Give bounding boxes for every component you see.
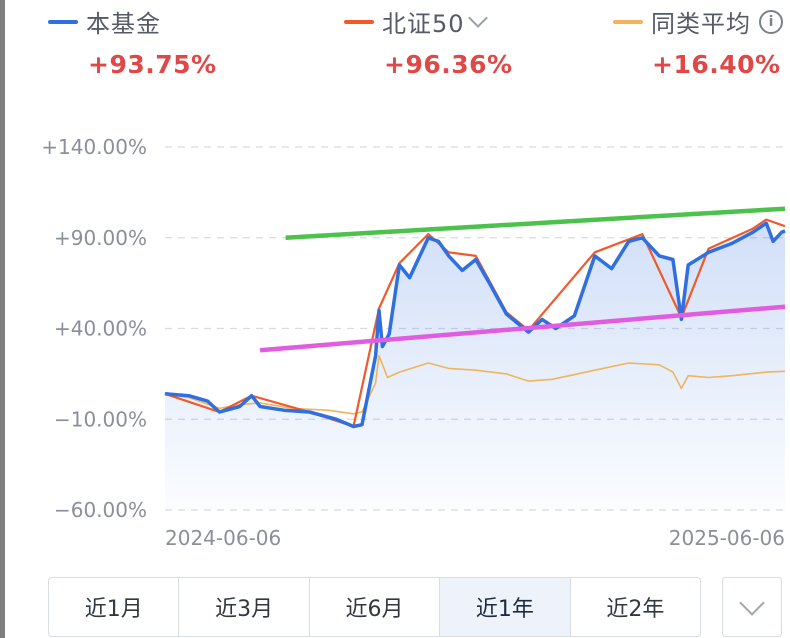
legend-swatch <box>613 19 643 24</box>
legend-name: 北证50 <box>382 10 465 38</box>
legend-swatch <box>344 19 374 24</box>
legend-name: 本基金 <box>86 10 161 38</box>
legend-value-2: +16.40% <box>652 50 781 79</box>
chevron-down-icon[interactable] <box>467 7 488 28</box>
y-tick-label: +40.00% <box>54 317 147 341</box>
legend-item-2: 同类平均 i <box>613 4 783 39</box>
left-edge-bar <box>0 0 5 638</box>
legend-swatch <box>48 19 78 24</box>
trend-line-0 <box>285 206 786 240</box>
y-tick-label: −10.00% <box>54 407 147 431</box>
trend-line-1 <box>259 304 786 353</box>
tab-period-2[interactable]: 近6月 <box>309 578 441 636</box>
tab-period-1[interactable]: 近3月 <box>179 578 310 636</box>
tab-period-4[interactable]: 近2年 <box>570 578 700 636</box>
performance-chart: +140.00% +90.00% +40.00% −10.00% −60.00% 202… <box>41 135 786 550</box>
y-tick-label: +90.00% <box>54 226 147 250</box>
legend-value-1: +96.36% <box>384 50 513 79</box>
series-line-2 <box>164 354 786 415</box>
info-icon[interactable]: i <box>759 9 783 34</box>
legend-name: 同类平均 <box>651 10 751 38</box>
series-line-0 <box>164 221 786 429</box>
fund-area-fill <box>165 223 785 510</box>
period-tabs: 近1月 近3月 近6月 近1年 近2年 <box>48 577 701 637</box>
x-tick-label: 2025-06-06 <box>669 526 785 550</box>
legend-item-1[interactable]: 北证50 <box>344 4 488 39</box>
tab-period-0[interactable]: 近1月 <box>49 578 180 636</box>
legend-value-0: +93.75% <box>88 50 217 79</box>
y-tick-label: −60.00% <box>54 498 147 522</box>
tab-period-3[interactable]: 近1年 <box>440 578 571 636</box>
more-periods-button[interactable] <box>722 577 782 637</box>
x-tick-label: 2024-06-06 <box>165 526 281 550</box>
y-tick-label: +140.00% <box>41 135 147 159</box>
chevron-down-icon <box>739 590 765 616</box>
legend-item-0: 本基金 <box>48 4 161 39</box>
